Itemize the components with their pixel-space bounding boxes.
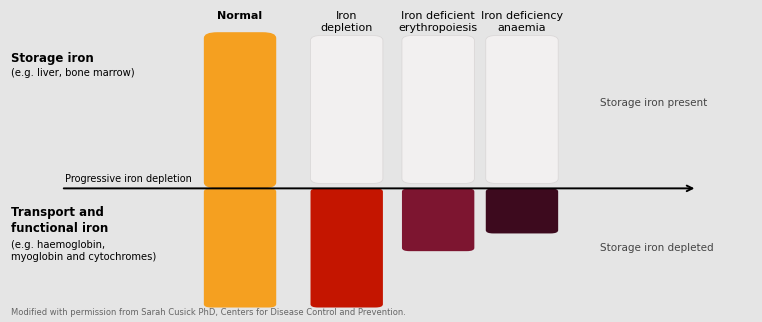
Text: Progressive iron depletion: Progressive iron depletion	[65, 174, 192, 184]
Text: Modified with permission from Sarah Cusick PhD, Centers for Disease Control and : Modified with permission from Sarah Cusi…	[11, 308, 406, 317]
FancyBboxPatch shape	[311, 35, 383, 184]
FancyBboxPatch shape	[204, 188, 277, 308]
FancyBboxPatch shape	[311, 188, 383, 308]
FancyBboxPatch shape	[402, 35, 474, 184]
FancyBboxPatch shape	[486, 35, 558, 184]
Text: Iron deficient
erythropoiesis: Iron deficient erythropoiesis	[399, 11, 478, 33]
Text: (e.g. liver, bone marrow): (e.g. liver, bone marrow)	[11, 68, 135, 78]
Text: Iron
depletion: Iron depletion	[321, 11, 373, 33]
FancyBboxPatch shape	[204, 32, 277, 188]
Text: Storage iron: Storage iron	[11, 52, 94, 64]
FancyBboxPatch shape	[402, 188, 474, 251]
Text: Iron deficiency
anaemia: Iron deficiency anaemia	[481, 11, 563, 33]
Text: Storage iron present: Storage iron present	[600, 98, 708, 108]
Text: Normal: Normal	[217, 11, 263, 21]
Text: (e.g. haemoglobin,
myoglobin and cytochromes): (e.g. haemoglobin, myoglobin and cytochr…	[11, 240, 157, 262]
Text: Storage iron depleted: Storage iron depleted	[600, 243, 714, 253]
FancyBboxPatch shape	[486, 188, 558, 233]
Text: Transport and
functional iron: Transport and functional iron	[11, 206, 109, 235]
